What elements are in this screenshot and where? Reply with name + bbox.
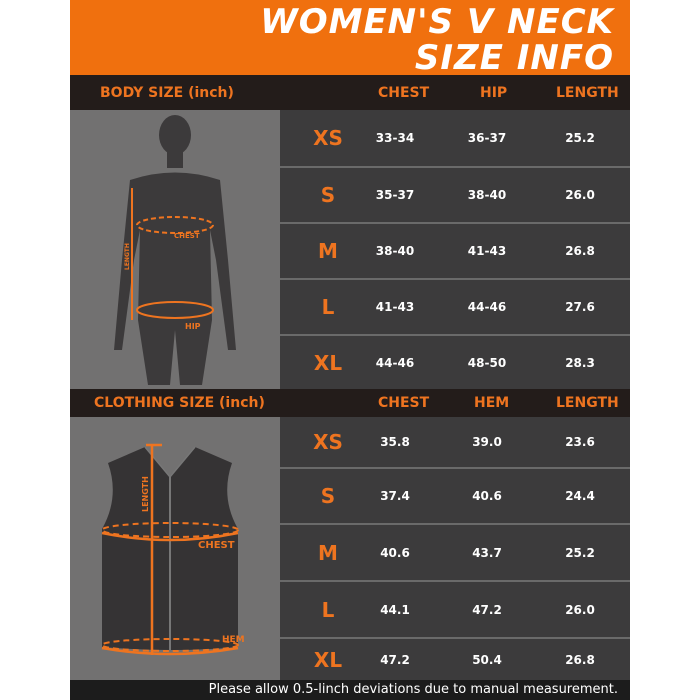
size-label: S xyxy=(320,484,336,508)
figure-label-hip: HIP xyxy=(185,322,201,331)
vest-silhouette: CHEST HEM LENGTH xyxy=(101,443,245,656)
col-chest: CHEST xyxy=(378,395,430,411)
size-label: L xyxy=(321,295,335,319)
hip-value: 48-50 xyxy=(467,356,507,370)
hem-value: 39.0 xyxy=(472,435,502,449)
title-line-2: SIZE INFO xyxy=(414,38,614,78)
body-size-table: XS 33-34 36-37 25.2 S 35-37 38-40 26.0 M 38-40 4… xyxy=(280,110,630,390)
length-value: 26.0 xyxy=(565,188,595,202)
hip-value: 38-40 xyxy=(467,188,507,202)
size-label: M xyxy=(318,239,338,263)
chest-value: 44-46 xyxy=(375,356,415,370)
chest-value: 47.2 xyxy=(380,652,410,667)
title-banner: WOMEN'S V NECK SIZE INFO xyxy=(70,0,630,78)
table-row: XL 47.2 50.4 26.8 xyxy=(280,637,630,680)
hem-value: 43.7 xyxy=(472,545,502,560)
length-value: 26.8 xyxy=(565,244,595,258)
chest-value: 44.1 xyxy=(380,602,410,617)
table-row: XL 44-46 48-50 28.3 xyxy=(280,334,630,390)
chest-value: 33-34 xyxy=(375,131,415,145)
size-chart: WOMEN'S V NECK SIZE INFO BODY SIZE (inch… xyxy=(70,0,630,700)
hip-value: 36-37 xyxy=(467,131,507,145)
vest-figure-panel: CHEST HEM LENGTH xyxy=(70,417,280,680)
body-silhouette: CHEST HIP LENGTH xyxy=(114,115,236,385)
size-label: S xyxy=(320,183,336,207)
size-label: XS xyxy=(313,126,343,150)
col-length: LENGTH xyxy=(556,84,619,101)
chest-value: 40.6 xyxy=(380,545,410,560)
chest-value: 41-43 xyxy=(375,300,415,314)
figure-label-length: LENGTH xyxy=(124,243,131,270)
length-value: 26.8 xyxy=(565,652,595,667)
col-hem: HEM xyxy=(474,395,510,411)
size-label: XL xyxy=(313,647,343,672)
figure-label-hem: HEM xyxy=(222,635,245,645)
figure-label-length: LENGTH xyxy=(141,476,150,512)
figure-label-chest: CHEST xyxy=(198,540,235,551)
body-size-header: BODY SIZE (inch) CHEST HIP LENGTH xyxy=(70,75,630,110)
table-row: S 37.4 40.6 24.4 xyxy=(280,467,630,523)
size-label: XS xyxy=(313,430,343,454)
body-figure-panel: CHEST HIP LENGTH xyxy=(70,110,280,390)
table-row: M 38-40 41-43 26.8 xyxy=(280,222,630,278)
table-row: L 41-43 44-46 27.6 xyxy=(280,278,630,334)
length-value: 27.6 xyxy=(565,300,595,314)
table-row: M 40.6 43.7 25.2 xyxy=(280,523,630,580)
body-size-heading: BODY SIZE (inch) xyxy=(100,84,234,101)
length-value: 26.0 xyxy=(565,602,595,617)
title-line-1: WOMEN'S V NECK xyxy=(260,2,614,42)
clothing-size-heading: CLOTHING SIZE (inch) xyxy=(94,395,265,411)
size-label: L xyxy=(321,597,335,622)
chest-value: 35-37 xyxy=(375,188,415,202)
figure-label-chest: CHEST xyxy=(174,232,200,240)
length-value: 28.3 xyxy=(565,356,595,370)
hem-value: 47.2 xyxy=(472,602,502,617)
clothing-size-table: XS 35.8 39.0 23.6 S 37.4 40.6 24.4 M 40.6 43.7 25… xyxy=(280,417,630,680)
table-row: L 44.1 47.2 26.0 xyxy=(280,580,630,637)
size-label: XL xyxy=(313,351,343,375)
footer-note: Please allow 0.5-linch deviations due to… xyxy=(70,680,630,700)
hem-value: 50.4 xyxy=(472,652,502,667)
chest-value: 38-40 xyxy=(375,244,415,258)
chest-value: 35.8 xyxy=(380,435,410,449)
col-length: LENGTH xyxy=(556,395,619,411)
table-row: S 35-37 38-40 26.0 xyxy=(280,166,630,222)
hip-value: 44-46 xyxy=(467,300,507,314)
length-value: 25.2 xyxy=(565,545,595,560)
table-row: XS 33-34 36-37 25.2 xyxy=(280,110,630,166)
clothing-size-header: CLOTHING SIZE (inch) CHEST HEM LENGTH xyxy=(70,389,630,417)
length-value: 24.4 xyxy=(565,489,595,503)
hip-value: 41-43 xyxy=(467,244,507,258)
hem-value: 40.6 xyxy=(472,489,502,503)
table-row: XS 35.8 39.0 23.6 xyxy=(280,417,630,467)
col-hip: HIP xyxy=(480,84,508,101)
length-value: 25.2 xyxy=(565,131,595,145)
size-label: M xyxy=(318,540,338,565)
chest-value: 37.4 xyxy=(380,489,410,503)
col-chest: CHEST xyxy=(378,84,430,101)
length-value: 23.6 xyxy=(565,435,595,449)
